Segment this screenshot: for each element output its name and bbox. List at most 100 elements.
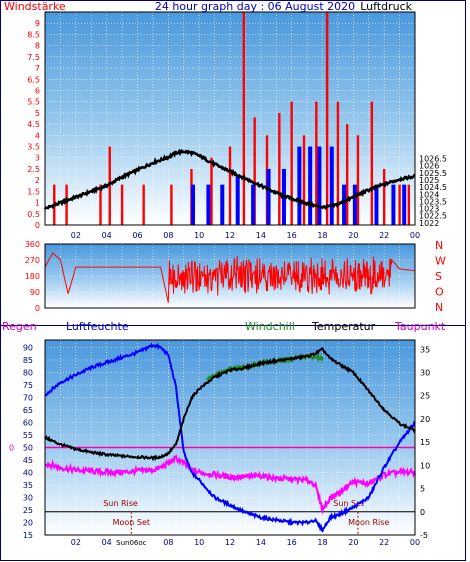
humidity-tick-label: 90 — [23, 344, 33, 353]
x-tick-label: 14 — [256, 538, 266, 547]
temperature-tick-label: 0 — [420, 508, 425, 517]
compass-label: O — [435, 286, 444, 299]
wind-bar — [356, 135, 360, 225]
plot-border-direction — [44, 243, 416, 309]
wind-bar — [242, 12, 246, 225]
wind-bar — [407, 184, 411, 225]
wind-bar — [108, 146, 111, 225]
wind-tick-label: 2 — [35, 176, 40, 185]
x-tick-label: 20 — [348, 231, 358, 240]
wind-bar — [99, 184, 102, 225]
humidity-tick-label: 60 — [23, 419, 33, 428]
humidity-tick-label: 30 — [23, 494, 33, 503]
gust-bar — [220, 184, 225, 225]
pressure-axis-title: Luftdruck — [360, 0, 412, 13]
pressure-tick-label: 1025 — [419, 176, 439, 185]
humidity-tick-label: 80 — [23, 369, 33, 378]
humidity-y-ticks: 90 85 80 75 70 65 60 55 50 45 40 35 30 25 20 15 — [23, 344, 33, 541]
temperature-tick-label: 35 — [420, 345, 430, 354]
wind-tick-label: 9 — [35, 19, 40, 28]
gust-bar — [191, 184, 195, 225]
x-tick-label: 12 — [225, 538, 235, 547]
humidity-tick-label: 65 — [23, 406, 33, 415]
humidity-tick-label: 55 — [23, 431, 33, 440]
temperature-y-ticks: 35 30 25 20 15 10 5 0 -5 — [420, 345, 430, 540]
gust-bar — [352, 184, 357, 225]
pressure-tick-label: 1023.5 — [419, 197, 447, 206]
humidity-tick-label: 35 — [23, 481, 33, 490]
humidity-line — [44, 342, 416, 533]
gust-bar — [402, 184, 407, 225]
gust-bar — [266, 168, 271, 225]
temperature-label: Temperatur — [311, 320, 376, 333]
pressure-tick-label: 1022.5 — [419, 212, 447, 221]
x-tick-label: 06 — [132, 231, 142, 240]
temperature-tick-label: 20 — [420, 415, 430, 424]
x-tick-label: 08 — [163, 538, 173, 547]
pressure-tick-label: 1024.5 — [419, 183, 447, 192]
humidity-tick-label: 75 — [23, 381, 33, 390]
x-tick-label: 20 — [348, 538, 358, 547]
dewpoint-line — [44, 454, 416, 515]
wind-bar — [345, 124, 349, 225]
wind-bar — [170, 184, 173, 225]
temperature-tick-label: 30 — [420, 369, 430, 378]
humidity-tick-label: 25 — [23, 506, 33, 515]
pressure-tick-label: 1023 — [419, 205, 439, 214]
x-tick-label: 22 — [379, 538, 389, 547]
direction-tick-label: 180 — [25, 272, 40, 281]
x-tick-label: 02 — [71, 231, 81, 240]
current-day-label: Sun06oc — [116, 539, 147, 547]
dewpoint-label: Taupunkt — [394, 320, 446, 333]
plot-border-temperature — [44, 339, 416, 536]
direction-tick-label: 360 — [25, 240, 40, 249]
temperature-tick-label: 5 — [420, 485, 425, 494]
pressure-tick-label: 1022 — [419, 219, 439, 228]
gust-bar — [391, 184, 396, 225]
pressure-tick-label: 1025.5 — [419, 169, 447, 178]
x-tick-label: 00 — [410, 538, 420, 547]
temperature-tick-label: 15 — [420, 438, 430, 447]
wind-tick-label: 4.5 — [27, 120, 40, 129]
temperature-tick-label: 10 — [420, 461, 430, 470]
wind-tick-label: 2.5 — [27, 165, 40, 174]
plot-border-wind — [44, 11, 416, 226]
gust-bar — [374, 184, 379, 225]
gust-bar — [308, 146, 313, 225]
gust-bar — [206, 184, 211, 225]
wind-bar — [120, 184, 124, 225]
wind-tick-label: 6 — [35, 86, 40, 95]
gust-bar — [342, 184, 347, 225]
x-tick-label: 22 — [379, 231, 389, 240]
wind-tick-label: 0 — [35, 221, 40, 230]
wind-bar — [278, 112, 281, 225]
gust-bar — [317, 146, 322, 225]
compass-label: N — [435, 301, 443, 314]
direction-tick-label: 90 — [30, 288, 40, 297]
x-tick-label: 12 — [225, 231, 235, 240]
humidity-label: Luftfeuchte — [66, 320, 129, 333]
moonrise-label: Moon Rise — [348, 518, 389, 527]
x-tick-label: 02 — [71, 538, 81, 547]
wind-bar — [336, 101, 340, 225]
gust-bar — [251, 184, 256, 225]
wind-tick-label: 7.5 — [27, 53, 40, 62]
wind-tick-label: 5 — [35, 109, 40, 118]
wind-bar — [382, 168, 386, 225]
compass-label: W — [435, 255, 446, 268]
pressure-line — [43, 148, 416, 211]
x-tick-label: 08 — [163, 231, 173, 240]
gust-bar — [329, 146, 334, 225]
wind-tick-label: 5.5 — [27, 98, 40, 107]
wind-bar — [302, 135, 306, 225]
wind-tick-label: 4 — [35, 131, 40, 140]
direction-y-ticks: 360 270 180 90 0 — [25, 240, 40, 313]
wind-tick-label: 3 — [35, 154, 40, 163]
x-tick-label: 04 — [102, 231, 112, 240]
direction-line — [44, 252, 416, 303]
humidity-tick-label: 45 — [23, 456, 33, 465]
wind-bar — [325, 12, 329, 225]
